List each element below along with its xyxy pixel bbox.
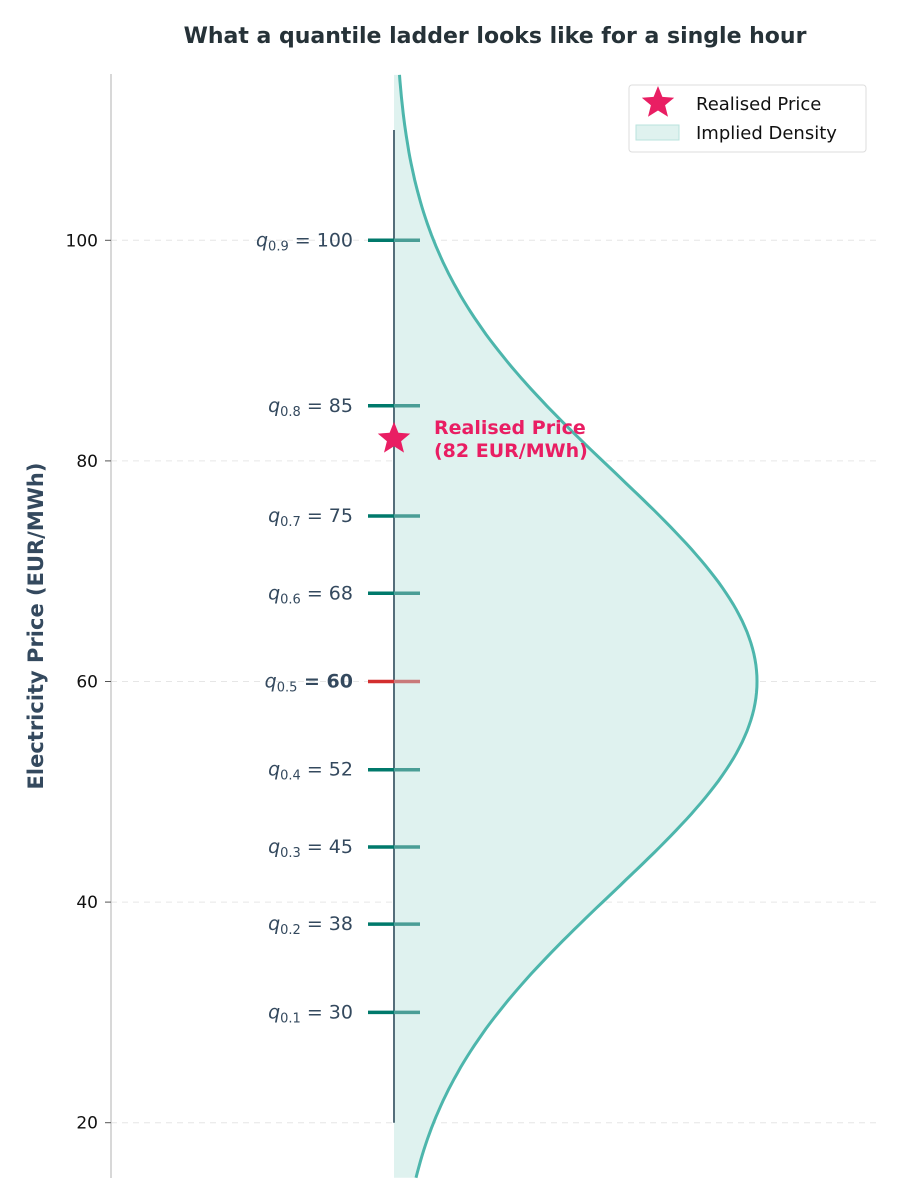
realised-price-group: Realised Price(82 EUR/MWh)	[377, 417, 588, 462]
density-fill	[394, 74, 757, 1178]
quantile-label: q0.1 = 30	[268, 1001, 353, 1026]
legend-star-icon	[641, 86, 675, 117]
quantile-label: q0.9 = 100	[256, 229, 353, 254]
chart-title: What a quantile ladder looks like for a …	[184, 24, 807, 49]
quantile-label: q0.7 = 75	[268, 505, 353, 530]
quantile-ladder: q0.1 = 30 q0.2 = 38 q0.3 = 45 q0.4 = 52 q0.5…	[256, 130, 420, 1123]
quantile-label: q0.6 = 68	[268, 582, 353, 607]
quantile-label: q0.2 = 38	[268, 913, 353, 938]
quantile-label: q0.3 = 45	[268, 836, 353, 861]
legend-label-realised-price: Realised Price	[696, 94, 821, 115]
y-axis: 20 40 60 80 100	[66, 74, 112, 1178]
legend: Realised Price Implied Density	[628, 84, 867, 153]
legend-density-swatch	[635, 124, 680, 141]
realised-price-star	[377, 421, 411, 453]
legend-label-implied-density: Implied Density	[696, 123, 837, 144]
density-curve	[398, 74, 759, 1179]
y-tick-label: 40	[76, 893, 98, 913]
quantile-label: q0.8 = 85	[268, 395, 353, 420]
y-tick-label: 20	[76, 1114, 98, 1134]
realised-price-annotation-line2: (82 EUR/MWh)	[434, 440, 588, 462]
realised-price-annotation-line1: Realised Price	[434, 417, 586, 439]
y-axis-label: Electricity Price (EUR/MWh)	[24, 463, 48, 790]
density-area	[394, 74, 759, 1179]
quantile-label: q0.5 = 60	[265, 671, 353, 696]
y-tick-label: 80	[76, 452, 98, 472]
y-tick-label: 60	[76, 673, 98, 693]
quantile-label: q0.4 = 52	[268, 759, 353, 784]
y-tick-label: 100	[66, 231, 98, 251]
legend-frame	[628, 84, 867, 153]
